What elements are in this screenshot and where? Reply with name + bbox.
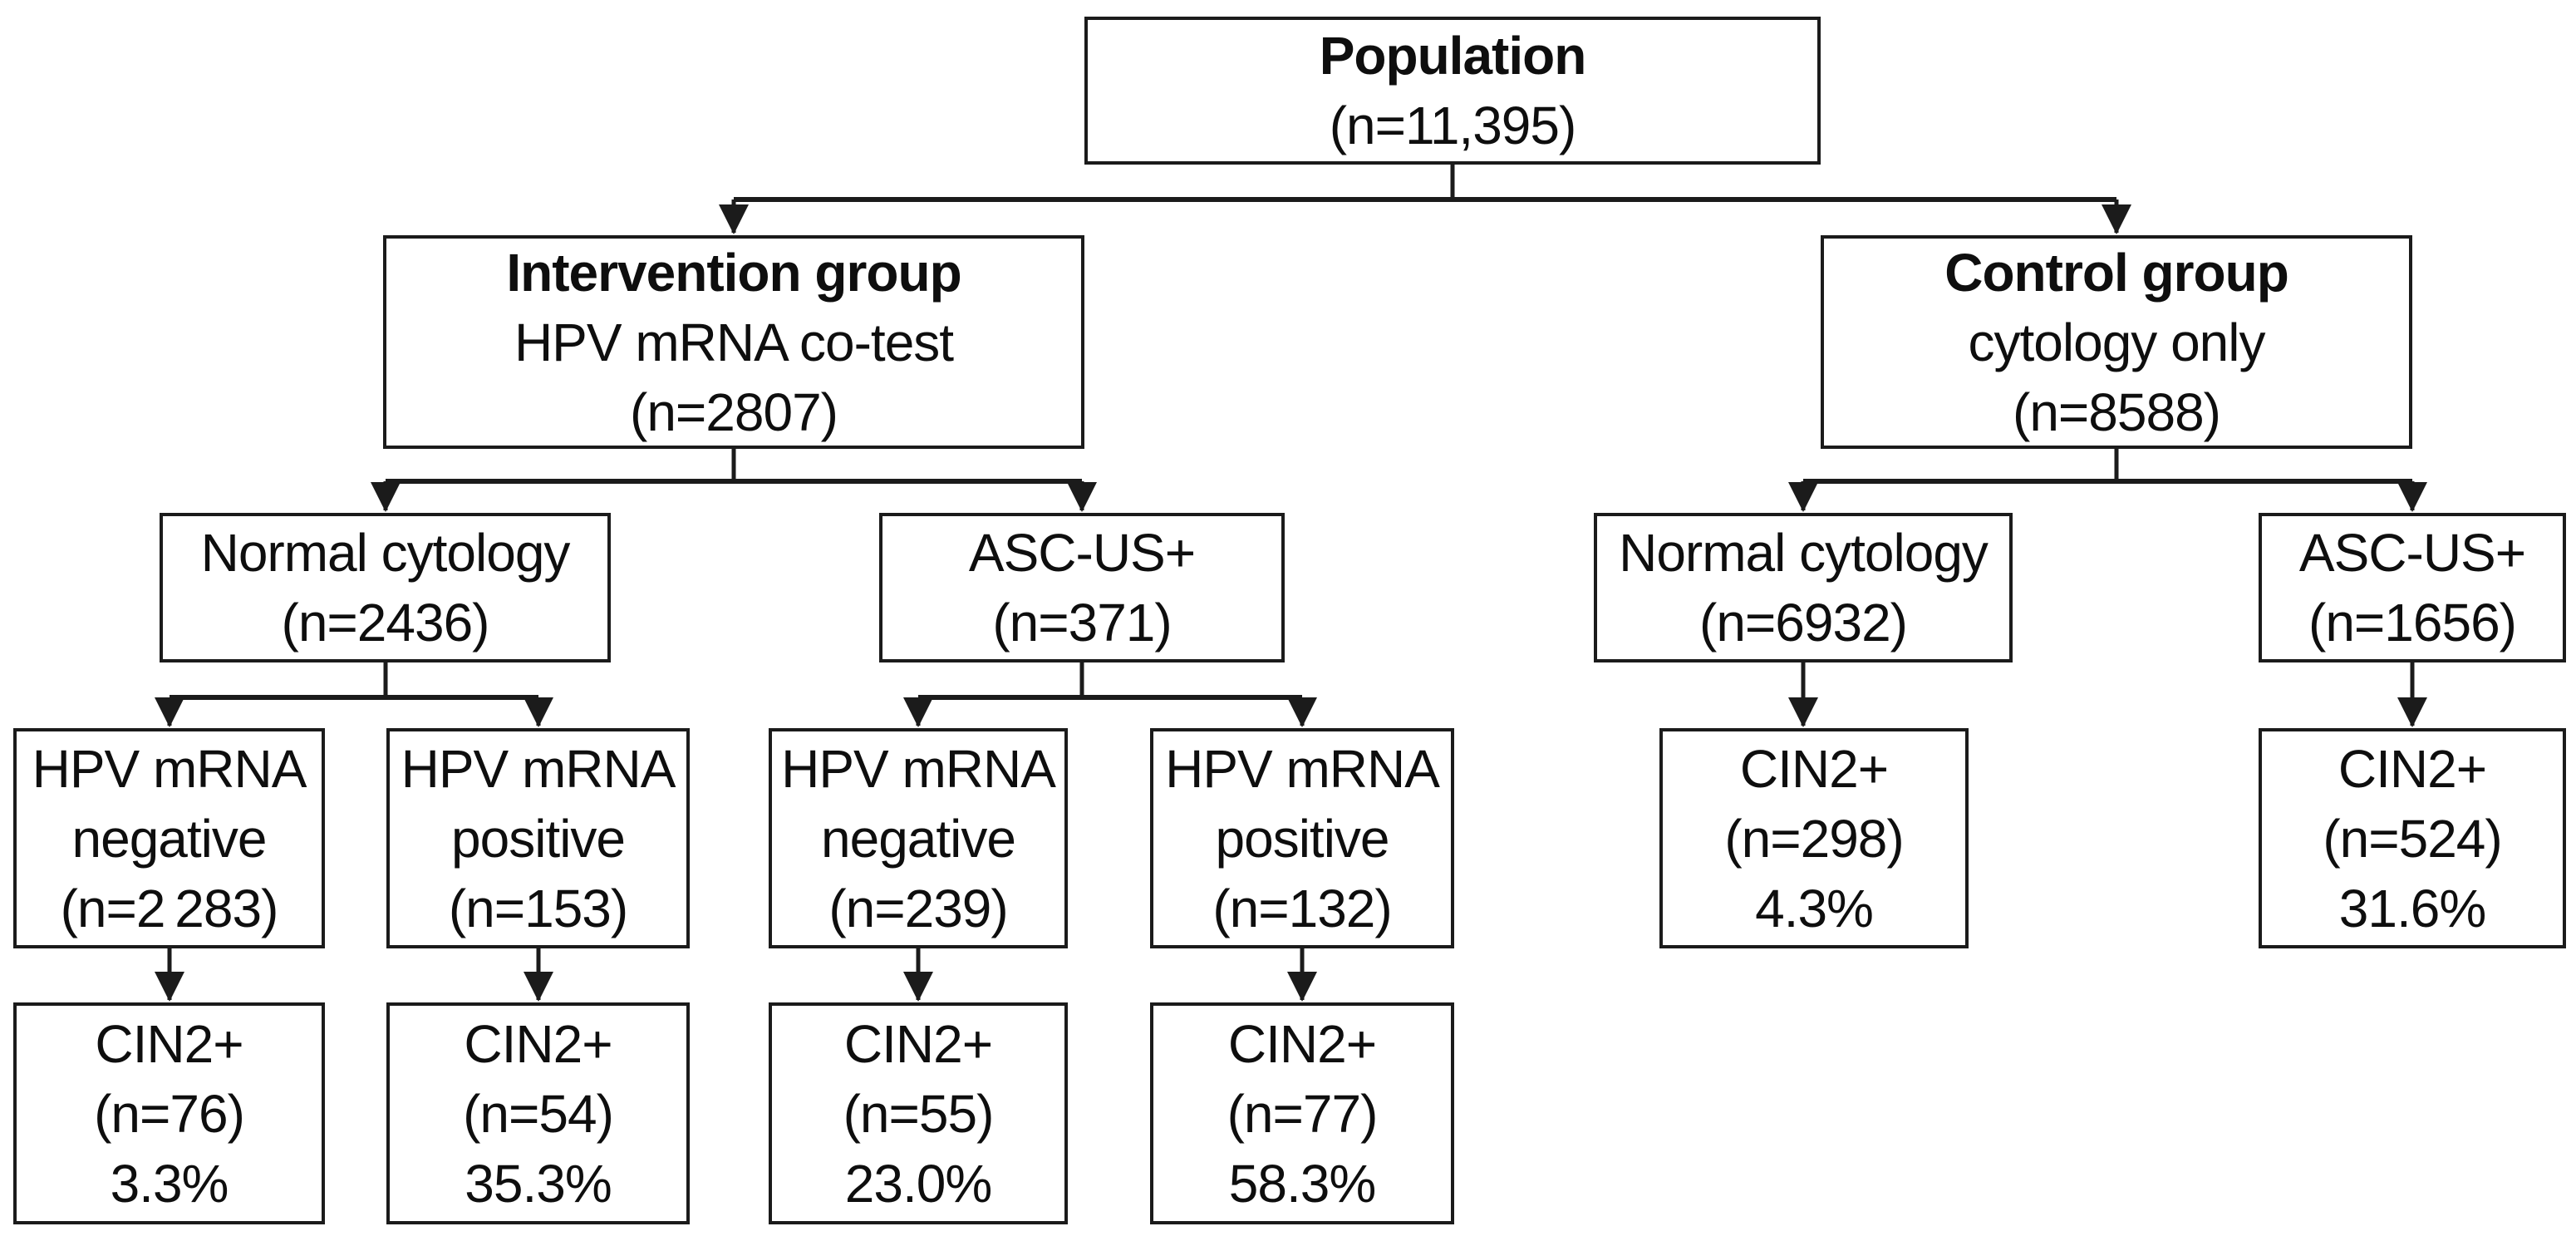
node-cin2-hpv-pos-ascus: CIN2+ (n=77) 58.3% <box>1150 1002 1454 1224</box>
intervention-title: Intervention group <box>506 242 961 303</box>
intervention-normal-label: Normal cytology <box>200 523 571 583</box>
node-control-ascus: ASC-US+ (n=1656) <box>2259 513 2566 662</box>
intervention-ascus-label: ASC-US+ <box>968 523 1196 583</box>
cin2-hpv-pos-normal-count: (n=54) <box>463 1083 614 1144</box>
intervention-ascus-count: (n=371) <box>992 593 1172 653</box>
hpv-neg-ascus-count: (n=239) <box>828 878 1008 938</box>
control-ascus-count: (n=1656) <box>2308 593 2517 653</box>
hpv-pos-normal-label1: HPV mRNA <box>401 738 676 799</box>
node-cin2-control-ascus: CIN2+ (n=524) 31.6% <box>2259 728 2566 948</box>
cin2-control-ascus-label: CIN2+ <box>2338 738 2487 799</box>
node-intervention-ascus: ASC-US+ (n=371) <box>879 513 1285 662</box>
hpv-pos-normal-label2: positive <box>451 808 626 869</box>
node-population: Population (n=11,395) <box>1084 17 1821 165</box>
node-intervention-normal-cytology: Normal cytology (n=2436) <box>160 513 611 662</box>
cin2-hpv-neg-normal-count: (n=76) <box>94 1083 245 1144</box>
cin2-hpv-neg-ascus-label: CIN2+ <box>843 1013 993 1074</box>
hpv-pos-ascus-count: (n=132) <box>1212 878 1392 938</box>
control-ascus-label: ASC-US+ <box>2298 523 2526 583</box>
node-cin2-hpv-neg-ascus: CIN2+ (n=55) 23.0% <box>769 1002 1068 1224</box>
node-control-normal-cytology: Normal cytology (n=6932) <box>1594 513 2013 662</box>
hpv-neg-ascus-label2: negative <box>821 808 1016 869</box>
node-control-group: Control group cytology only (n=8588) <box>1821 235 2412 449</box>
population-count: (n=11,395) <box>1329 96 1577 155</box>
hpv-pos-ascus-label1: HPV mRNA <box>1165 738 1440 799</box>
node-hpv-mrna-negative-ascus: HPV mRNA negative (n=239) <box>769 728 1068 948</box>
population-title: Population <box>1319 26 1587 86</box>
cin2-control-ascus-pct: 31.6% <box>2338 878 2486 938</box>
node-hpv-mrna-negative-normal: HPV mRNA negative (n=2 283) <box>13 728 325 948</box>
node-cin2-control-normal: CIN2+ (n=298) 4.3% <box>1659 728 1969 948</box>
node-cin2-hpv-neg-normal: CIN2+ (n=76) 3.3% <box>13 1002 325 1224</box>
hpv-pos-ascus-label2: positive <box>1215 808 1390 869</box>
cin2-control-normal-pct: 4.3% <box>1755 878 1874 938</box>
node-hpv-mrna-positive-ascus: HPV mRNA positive (n=132) <box>1150 728 1454 948</box>
cin2-control-normal-label: CIN2+ <box>1739 738 1889 799</box>
cin2-hpv-neg-normal-label: CIN2+ <box>95 1013 243 1074</box>
cin2-hpv-neg-ascus-pct: 23.0% <box>844 1153 992 1214</box>
control-count: (n=8588) <box>2013 382 2221 442</box>
node-cin2-hpv-pos-normal: CIN2+ (n=54) 35.3% <box>386 1002 690 1224</box>
intervention-subtitle: HPV mRNA co-test <box>514 312 954 372</box>
control-normal-label: Normal cytology <box>1619 523 1989 583</box>
control-normal-count: (n=6932) <box>1699 593 1908 653</box>
cin2-control-ascus-count: (n=524) <box>2323 808 2502 869</box>
hpv-pos-normal-count: (n=153) <box>448 878 628 938</box>
hpv-neg-normal-count: (n=2 283) <box>60 878 279 938</box>
control-title: Control group <box>1944 242 2289 303</box>
node-hpv-mrna-positive-normal: HPV mRNA positive (n=153) <box>386 728 690 948</box>
cin2-control-normal-count: (n=298) <box>1724 808 1904 869</box>
control-subtitle: cytology only <box>1968 312 2266 372</box>
cin2-hpv-pos-ascus-pct: 58.3% <box>1228 1153 1376 1214</box>
cin2-hpv-pos-ascus-count: (n=77) <box>1227 1083 1379 1144</box>
intervention-normal-count: (n=2436) <box>281 593 490 653</box>
cin2-hpv-pos-ascus-label: CIN2+ <box>1227 1013 1377 1074</box>
hpv-neg-ascus-label1: HPV mRNA <box>781 738 1056 799</box>
cin2-hpv-pos-normal-label: CIN2+ <box>464 1013 612 1074</box>
intervention-count: (n=2807) <box>630 382 838 442</box>
cin2-hpv-neg-normal-pct: 3.3% <box>110 1153 229 1214</box>
cin2-hpv-neg-ascus-count: (n=55) <box>843 1083 995 1144</box>
hpv-neg-normal-label2: negative <box>71 808 268 869</box>
hpv-neg-normal-label1: HPV mRNA <box>32 738 307 799</box>
cin2-hpv-pos-normal-pct: 35.3% <box>465 1153 612 1214</box>
node-intervention-group: Intervention group HPV mRNA co-test (n=2… <box>383 235 1084 449</box>
